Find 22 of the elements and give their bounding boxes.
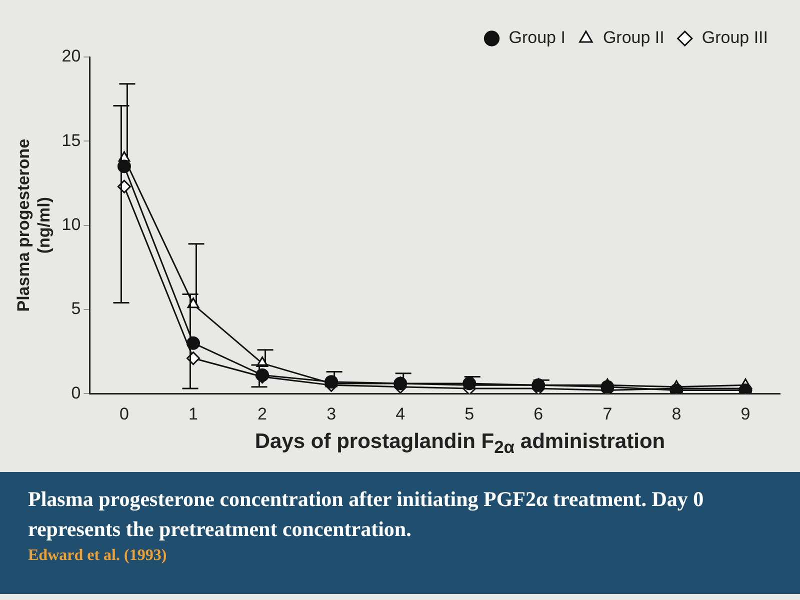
legend-label: Group I	[508, 28, 566, 48]
x-tick-label: 4	[396, 404, 406, 424]
x-tick-label: 8	[672, 404, 682, 424]
text: Edward et al. (1993)	[28, 546, 168, 566]
x-axis-title: Days of prostaglandin F$_{2α}$ administration	[254, 430, 666, 458]
x-tick-label: 1	[188, 404, 198, 424]
x-tick-label: 6	[534, 404, 544, 424]
x-tick-label: 5	[464, 404, 474, 424]
y-tick-label: 15	[62, 130, 81, 150]
x-tick-label: 7	[602, 404, 612, 424]
y-tick-label: 20	[62, 46, 81, 66]
x-tick-label: 9	[740, 404, 750, 424]
x-tick-label: 2	[258, 404, 268, 424]
y-tick-label: 5	[71, 299, 81, 318]
legend-label: Group III	[702, 28, 768, 48]
text: Plasma progesterone concentration after initiating PGF2α treatment. Day 0 represents the pretreatment concentration.	[28, 486, 705, 544]
y-tick-label: 10	[62, 214, 81, 234]
y-tick-label: 0	[71, 383, 81, 402]
x-tick-label: 3	[326, 404, 336, 424]
y-axis-title: Plasma progesterone (ng/ml)	[14, 138, 54, 312]
x-tick-label: 0	[119, 404, 129, 424]
legend-label: Group II	[602, 28, 664, 48]
